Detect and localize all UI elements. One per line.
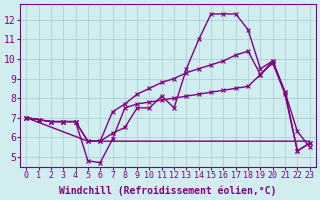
X-axis label: Windchill (Refroidissement éolien,°C): Windchill (Refroidissement éolien,°C) [59,185,277,196]
